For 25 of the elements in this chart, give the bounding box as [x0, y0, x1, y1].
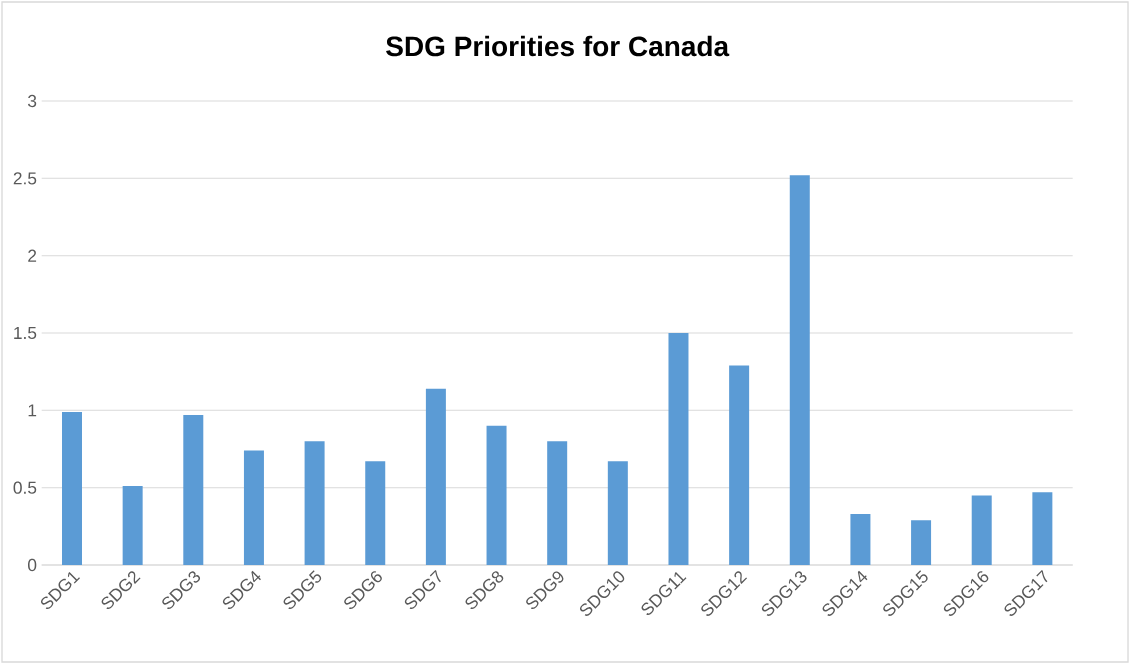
y-tick-label: 0: [28, 558, 37, 572]
bar: [729, 365, 750, 565]
bar: [304, 441, 325, 565]
y-tick-label: 2.5: [13, 172, 37, 185]
chart-title: SDG Priorities for Canada: [386, 35, 730, 57]
y-tick-label: 1: [28, 404, 37, 417]
bar: [62, 411, 82, 565]
y-tick-label: 2: [28, 249, 37, 262]
bar: [911, 520, 932, 565]
bar: [183, 414, 204, 565]
y-tick-label: 3: [28, 94, 37, 108]
bar: [425, 388, 446, 565]
bar: [547, 441, 568, 565]
bar: [486, 425, 507, 565]
bar: [1032, 492, 1053, 565]
bar: [971, 495, 992, 565]
y-tick-label: 0.5: [13, 481, 37, 494]
bar: [850, 513, 871, 565]
bar: [243, 450, 264, 565]
y-tick-label: 1.5: [14, 326, 37, 340]
bar: [122, 486, 143, 565]
bar: [789, 175, 810, 565]
bar: [607, 461, 628, 565]
bar: [365, 461, 386, 565]
bar: [668, 333, 689, 565]
